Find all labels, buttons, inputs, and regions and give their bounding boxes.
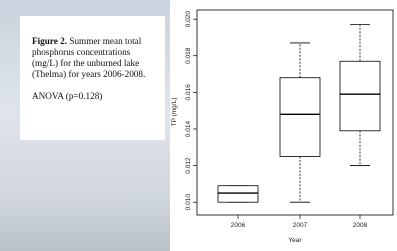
y-tick-label: 0.016 [185, 84, 192, 101]
y-tick-label: 0.018 [185, 47, 192, 64]
figure-label: Figure 2. [32, 36, 67, 46]
caption-panel: Figure 2. Summer mean total phosphorus c… [20, 16, 165, 140]
caption-text: Figure 2. Summer mean total phosphorus c… [32, 36, 157, 80]
box [340, 61, 380, 131]
y-tick-label: 0.014 [185, 120, 192, 137]
y-tick-label: 0.012 [185, 157, 192, 174]
x-tick-label: 2006 [231, 222, 246, 229]
chart: TP (mg/L) Year 0.010 0.012 0.014 0.016 0.018… [170, 0, 397, 251]
x-tick-label: 2008 [353, 222, 368, 229]
x-axis-label: Year [288, 237, 302, 244]
box [218, 186, 258, 202]
anova: ANOVA (p=0.128) [32, 91, 157, 102]
y-tick-label: 0.020 [185, 11, 192, 28]
y-tick-label: 0.010 [185, 194, 192, 211]
box [280, 78, 320, 157]
y-axis-label: TP (mg/L) [171, 98, 178, 127]
page: {"caption": {"figure_label": "Figure 2."… [0, 0, 397, 251]
x-tick-label: 2007 [293, 222, 308, 229]
